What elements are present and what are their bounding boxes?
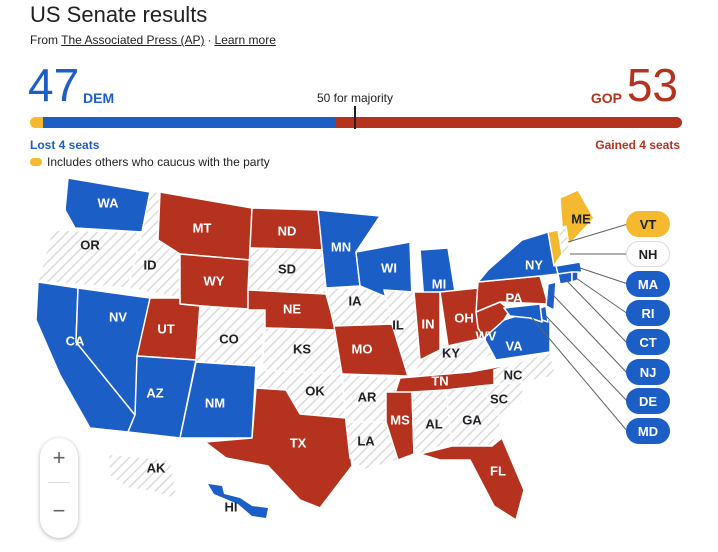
- state-label-WI: WI: [381, 260, 397, 275]
- state-label-VA: VA: [505, 338, 523, 353]
- majority-label: 50 for majority: [316, 91, 394, 105]
- state-label-NE: NE: [283, 301, 301, 316]
- others-swatch: [30, 158, 42, 166]
- gop-label: GOP: [590, 90, 622, 106]
- dem-seat-count: 47: [28, 59, 80, 111]
- zoom-control: + −: [40, 438, 78, 538]
- state-label-AK: AK: [147, 460, 166, 475]
- state-FL[interactable]: [419, 437, 525, 521]
- dem-label: DEM: [83, 90, 115, 106]
- state-label-ME: ME: [571, 211, 591, 226]
- small-state-cluster-NJ: [545, 281, 557, 311]
- small-state-pill-CT[interactable]: CT: [626, 329, 670, 355]
- state-TX[interactable]: [204, 387, 353, 509]
- small-state-cluster-MD: [503, 303, 543, 323]
- state-MS[interactable]: [385, 391, 415, 461]
- state-label-NC: NC: [504, 367, 523, 382]
- state-label-KY: KY: [442, 345, 460, 360]
- state-label-WY: WY: [204, 273, 225, 288]
- dem-bar-segment: [43, 117, 337, 128]
- state-LA[interactable]: [345, 421, 399, 471]
- state-label-ID: ID: [144, 257, 157, 272]
- seat-balance-bar: [30, 117, 682, 128]
- state-label-WA: WA: [98, 195, 120, 210]
- small-state-pill-DE[interactable]: DE: [626, 388, 670, 414]
- source-separator: ·: [207, 33, 212, 47]
- state-label-SC: SC: [490, 391, 509, 406]
- state-label-GA: GA: [462, 412, 482, 427]
- state-label-AZ: AZ: [146, 385, 163, 400]
- state-label-OK: OK: [305, 383, 325, 398]
- state-label-IL: IL: [392, 317, 404, 332]
- state-label-IA: IA: [349, 293, 363, 308]
- state-label-LA: LA: [357, 433, 375, 448]
- state-label-HI: HI: [225, 499, 238, 514]
- state-label-NM: NM: [205, 395, 225, 410]
- state-label-AL: AL: [425, 416, 442, 431]
- state-ME[interactable]: [559, 189, 595, 245]
- gop-bar-segment: [336, 117, 682, 128]
- state-label-UT: UT: [157, 321, 174, 336]
- small-state-pill-RI[interactable]: RI: [626, 300, 670, 326]
- small-state-pill-VT[interactable]: VT: [626, 211, 670, 237]
- state-label-MN: MN: [331, 239, 351, 254]
- state-label-CA: CA: [66, 333, 85, 348]
- us-map[interactable]: WA OR CA NV ID MT WY UT AZ CO NM ND SD N…: [0, 170, 718, 552]
- state-IL[interactable]: [383, 289, 421, 377]
- source-prefix: From: [30, 33, 58, 47]
- state-AK[interactable]: [107, 453, 179, 501]
- small-state-pill-NJ[interactable]: NJ: [626, 359, 670, 385]
- state-label-PA: PA: [505, 290, 523, 305]
- zoom-out-button[interactable]: −: [52, 498, 66, 523]
- state-label-NY: NY: [525, 257, 543, 272]
- state-AL[interactable]: [411, 389, 453, 455]
- small-state-cluster-CT: [557, 271, 573, 285]
- zoom-divider: [48, 482, 70, 483]
- zoom-in-button[interactable]: +: [52, 445, 66, 470]
- state-label-CO: CO: [219, 331, 239, 346]
- others-note-text: Includes others who caucus with the part…: [47, 155, 270, 169]
- state-label-WV: WV: [476, 328, 497, 343]
- source-line: From The Associated Press (AP) · Learn mor…: [30, 33, 276, 47]
- learn-more-link[interactable]: Learn more: [214, 33, 276, 47]
- state-GA[interactable]: [445, 385, 503, 447]
- state-label-MT: MT: [193, 220, 212, 235]
- others-bar-segment: [30, 117, 44, 128]
- state-AZ[interactable]: [127, 355, 197, 439]
- small-state-pill-NH[interactable]: NH: [626, 241, 670, 267]
- small-state-cluster-MA: [555, 261, 583, 275]
- state-label-ND: ND: [278, 223, 297, 238]
- state-HI[interactable]: [208, 484, 268, 518]
- state-label-MS: MS: [390, 412, 410, 427]
- state-label-IN: IN: [422, 316, 435, 331]
- state-label-SD: SD: [278, 261, 296, 276]
- majority-marker: [354, 106, 356, 129]
- others-note: Includes others who caucus with the part…: [30, 155, 270, 169]
- state-WA[interactable]: [64, 177, 151, 233]
- state-label-FL: FL: [490, 463, 506, 478]
- state-NY[interactable]: [477, 231, 559, 283]
- small-state-pill-MD[interactable]: MD: [626, 418, 670, 444]
- state-label-MO: MO: [352, 341, 373, 356]
- page-title: US Senate results: [30, 2, 208, 27]
- gop-seat-count: 53: [626, 59, 678, 111]
- small-state-cluster-RI: [571, 271, 579, 283]
- state-label-AR: AR: [358, 389, 377, 404]
- leader-lines: [531, 223, 629, 433]
- state-label-TX: TX: [290, 435, 307, 450]
- small-state-pill-MA[interactable]: MA: [626, 271, 670, 297]
- state-label-OH: OH: [454, 310, 474, 325]
- state-label-NV: NV: [109, 309, 127, 324]
- gop-change-label: Gained 4 seats: [595, 138, 680, 152]
- ap-link[interactable]: The Associated Press (AP): [61, 33, 205, 47]
- state-label-OR: OR: [80, 237, 100, 252]
- state-label-MI: MI: [432, 276, 446, 291]
- dem-change-label: Lost 4 seats: [30, 138, 100, 152]
- state-label-TN: TN: [431, 373, 448, 388]
- state-label-KS: KS: [293, 341, 311, 356]
